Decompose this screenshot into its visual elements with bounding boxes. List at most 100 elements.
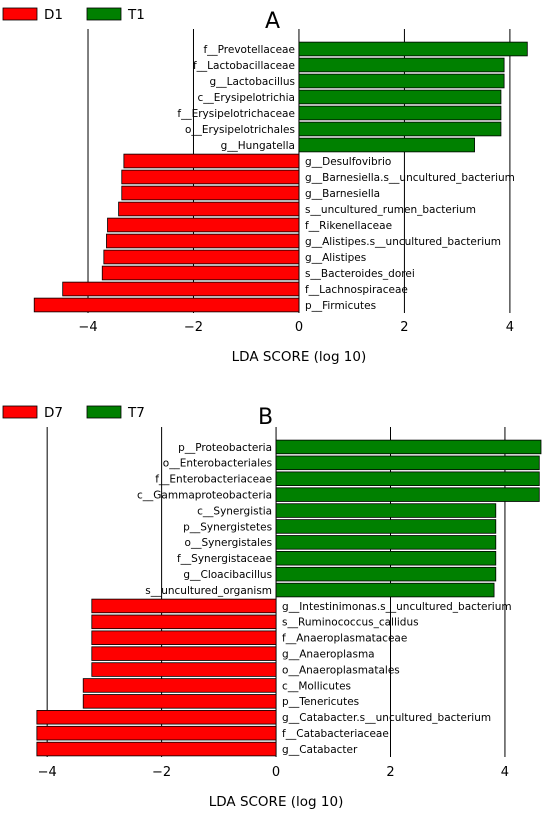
bar-label: c__Mollicutes bbox=[282, 680, 351, 692]
bar-f__Anaeroplasmataceae bbox=[91, 630, 277, 645]
bar-g__Alistipes bbox=[103, 249, 300, 265]
bar-g__Alistipes.s__uncultured_bacterium bbox=[106, 233, 300, 249]
bar-label: f__Catabacteriaceae bbox=[282, 728, 389, 740]
bar-label: g__Alistipes bbox=[305, 252, 366, 264]
legend-swatch bbox=[86, 405, 122, 419]
bar-p__Synergistetes bbox=[275, 519, 497, 534]
panel-letter: B bbox=[258, 405, 273, 430]
bar-label: f__Lachnospiraceae bbox=[305, 284, 408, 296]
bar-label: g__Cloacibacillus bbox=[183, 569, 272, 581]
bar-g__Catabacter.s__uncultured_bacterium bbox=[36, 710, 277, 725]
bar-c__Mollicutes bbox=[82, 678, 277, 693]
bar-label: f__Rikenellaceae bbox=[305, 220, 392, 232]
bar-g__Cloacibacillus bbox=[275, 566, 497, 582]
legend-label: D7 bbox=[44, 405, 63, 421]
bar-label: p__Firmicutes bbox=[305, 300, 376, 312]
x-tick-label: 0 bbox=[272, 765, 280, 780]
bar-label: c__Synergistia bbox=[197, 505, 272, 517]
x-tick-label: −4 bbox=[38, 765, 57, 780]
bar-label: g__Intestinimonas.s__uncultured_bacteriu… bbox=[282, 601, 512, 613]
x-axis-title: LDA SCORE (log 10) bbox=[209, 794, 344, 810]
bar-label: p__Tenericutes bbox=[282, 696, 359, 708]
bar-label: c__Erysipelotrichia bbox=[198, 92, 295, 104]
bar-g__Intestinimonas.s__uncultured_bacterium bbox=[91, 598, 277, 614]
legend-swatch bbox=[2, 405, 38, 419]
x-tick-label: 4 bbox=[506, 320, 514, 335]
bar-c__Synergistia bbox=[275, 503, 497, 518]
legend-item: D7 bbox=[2, 405, 63, 421]
bar-label: f__Synergistaceae bbox=[177, 553, 272, 565]
bar-g__Lactobacillus bbox=[298, 73, 505, 89]
legend-item: T7 bbox=[86, 405, 145, 421]
bar-label: s__uncultured_organism bbox=[145, 585, 272, 597]
bar-s__Ruminococcus_callidus bbox=[91, 614, 277, 630]
bar-f__Prevotellaceae bbox=[298, 41, 528, 57]
bar-g__Hungatella bbox=[298, 137, 475, 153]
bar-o__Erysipelotrichales bbox=[298, 121, 502, 137]
x-axis-title: LDA SCORE (log 10) bbox=[232, 349, 367, 365]
legend-label: D1 bbox=[44, 7, 63, 23]
bar-p__Proteobacteria bbox=[275, 439, 542, 455]
bar-label: g__Anaeroplasma bbox=[282, 648, 375, 660]
bar-s__Bacteroides_dorei bbox=[101, 265, 300, 281]
bar-label: g__Lactobacillus bbox=[209, 76, 295, 88]
bar-label: o__Erysipelotrichales bbox=[185, 124, 295, 136]
bar-g__Anaeroplasma bbox=[91, 646, 277, 661]
bar-o__Synergistales bbox=[275, 535, 497, 550]
bar-f__Synergistaceae bbox=[275, 551, 497, 566]
bar-c__Gammaproteobacteria bbox=[275, 487, 540, 502]
bar-label: p__Proteobacteria bbox=[178, 442, 272, 454]
bar-f__Lachnospiraceae bbox=[62, 281, 300, 297]
x-tick-label: −2 bbox=[152, 765, 171, 780]
panel-a: f__Prevotellaceae f__Lactobacillaceae g__L… bbox=[2, 7, 528, 365]
bar-label: s__Ruminococcus_callidus bbox=[282, 617, 419, 629]
bar-label: f__Prevotellaceae bbox=[203, 44, 295, 56]
bar-label: o__Enterobacteriales bbox=[163, 458, 272, 470]
legend-label: T7 bbox=[127, 405, 145, 421]
bar-label: f__Lactobacillaceae bbox=[193, 60, 295, 72]
bar-label: s__uncultured_rumen_bacterium bbox=[305, 204, 476, 216]
x-tick-label: −4 bbox=[78, 320, 97, 335]
legend-swatch bbox=[86, 7, 122, 21]
x-tick-label: 2 bbox=[400, 320, 408, 335]
bar-g__Catabacter bbox=[36, 741, 277, 757]
bar-label: g__Desulfovibrio bbox=[305, 156, 391, 168]
bar-label: o__Synergistales bbox=[185, 537, 273, 549]
bar-label: g__Barnesiella.s__uncultured_bacterium bbox=[305, 172, 515, 184]
bar-label: g__Catabacter.s__uncultured_bacterium bbox=[282, 712, 491, 724]
bar-label: g__Catabacter bbox=[282, 744, 358, 756]
panel-b: p__Proteobacteria o__Enterobacteriales f__… bbox=[2, 405, 542, 810]
bar-f__Lactobacillaceae bbox=[298, 57, 505, 73]
bar-f__Enterobacteriaceae bbox=[275, 471, 540, 486]
bar-s__uncultured_organism bbox=[275, 582, 495, 598]
bar-g__Barnesiella.s__uncultured_bacterium bbox=[121, 169, 300, 185]
bar-label: o__Anaeroplasmatales bbox=[282, 664, 400, 676]
bar-g__Barnesiella bbox=[121, 185, 300, 201]
bar-label: c__Gammaproteobacteria bbox=[137, 489, 272, 501]
bar-label: f__Enterobacteriaceae bbox=[155, 474, 272, 486]
bar-label: s__Bacteroides_dorei bbox=[305, 268, 415, 280]
x-tick-label: 0 bbox=[295, 320, 303, 335]
x-tick-label: −2 bbox=[184, 320, 203, 335]
legend-item: T1 bbox=[86, 7, 145, 23]
bar-o__Enterobacteriales bbox=[275, 455, 540, 471]
panel-letter: A bbox=[265, 9, 280, 34]
legend-item: D1 bbox=[2, 7, 63, 23]
bar-label: g__Barnesiella bbox=[305, 188, 380, 200]
bar-p__Tenericutes bbox=[82, 694, 277, 709]
bar-label: f__Erysipelotrichaceae bbox=[177, 108, 295, 120]
x-tick-label: 2 bbox=[386, 765, 394, 780]
bar-label: g__Alistipes.s__uncultured_bacterium bbox=[305, 236, 501, 248]
bar-label: f__Anaeroplasmataceae bbox=[282, 633, 407, 645]
bar-c__Erysipelotrichia bbox=[298, 89, 502, 105]
bar-g__Desulfovibrio bbox=[123, 153, 300, 169]
bar-p__Firmicutes bbox=[33, 297, 300, 313]
bar-o__Anaeroplasmatales bbox=[91, 662, 277, 677]
bar-label: g__Hungatella bbox=[221, 140, 295, 152]
bar-f__Erysipelotrichaceae bbox=[298, 105, 502, 121]
bar-s__uncultured_rumen_bacterium bbox=[118, 201, 300, 217]
x-tick-label: 4 bbox=[501, 765, 509, 780]
bar-f__Rikenellaceae bbox=[107, 217, 300, 233]
bar-f__Catabacteriaceae bbox=[36, 725, 277, 741]
